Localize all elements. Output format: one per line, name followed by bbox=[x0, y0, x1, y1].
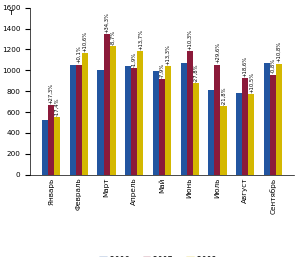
Text: -8,7%: -8,7% bbox=[110, 30, 115, 45]
Bar bbox=[214, 65, 220, 175]
Text: -1,9%: -1,9% bbox=[132, 52, 137, 67]
Text: +13,3%: +13,3% bbox=[166, 44, 171, 65]
Bar bbox=[48, 105, 54, 175]
Bar bbox=[193, 84, 199, 175]
Y-axis label: т: т bbox=[9, 8, 14, 17]
Text: +10,3%: +10,3% bbox=[187, 29, 192, 50]
Text: -27,8%: -27,8% bbox=[193, 64, 198, 82]
Text: +13,7%: +13,7% bbox=[138, 29, 143, 50]
Bar bbox=[242, 78, 248, 175]
Bar bbox=[153, 71, 159, 175]
Bar bbox=[165, 66, 171, 175]
Bar bbox=[270, 75, 276, 175]
Bar bbox=[276, 63, 282, 175]
Bar bbox=[137, 51, 143, 175]
Text: -7,9%: -7,9% bbox=[160, 63, 164, 78]
Bar bbox=[76, 65, 82, 175]
Bar bbox=[110, 46, 116, 175]
Text: +10,5%: +10,5% bbox=[249, 72, 254, 93]
Text: +29,6%: +29,6% bbox=[215, 42, 220, 63]
Text: +18,6%: +18,6% bbox=[243, 56, 248, 77]
Bar bbox=[187, 51, 193, 175]
Bar bbox=[181, 63, 187, 175]
Text: -0,8%: -0,8% bbox=[270, 58, 275, 73]
Bar bbox=[208, 90, 214, 175]
Bar bbox=[264, 63, 270, 175]
Text: +10,6%: +10,6% bbox=[82, 31, 88, 52]
Bar bbox=[98, 70, 103, 175]
Bar bbox=[220, 106, 226, 175]
Text: +0,1%: +0,1% bbox=[76, 45, 81, 63]
Bar bbox=[42, 121, 48, 175]
Text: -17,4%: -17,4% bbox=[55, 98, 60, 116]
Bar bbox=[103, 34, 109, 175]
Bar bbox=[248, 94, 254, 175]
Bar bbox=[159, 79, 165, 175]
Bar bbox=[236, 93, 242, 175]
Text: +34,3%: +34,3% bbox=[104, 12, 109, 33]
Legend: 2006 г., 2007 г., 2008 г.: 2006 г., 2007 г., 2008 г. bbox=[96, 253, 228, 257]
Text: -21,8%: -21,8% bbox=[221, 87, 226, 105]
Bar bbox=[131, 68, 137, 175]
Text: +27,3%: +27,3% bbox=[49, 83, 54, 104]
Bar bbox=[54, 117, 60, 175]
Text: +10,8%: +10,8% bbox=[277, 41, 281, 62]
Bar bbox=[82, 53, 88, 175]
Bar bbox=[70, 65, 76, 175]
Bar bbox=[125, 66, 131, 175]
